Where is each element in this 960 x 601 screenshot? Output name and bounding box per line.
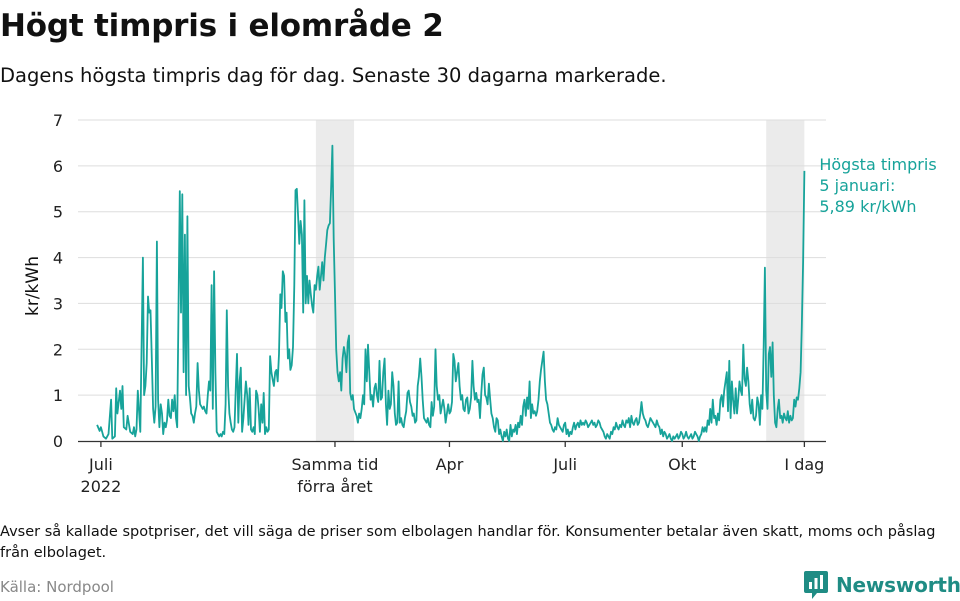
newsworthy-logo-icon (804, 571, 828, 599)
data-series (96, 144, 806, 442)
y-axis-label: kr/kWh (23, 256, 43, 316)
y-tick-5: 5 (53, 203, 63, 222)
x-tick-5: I dag (784, 455, 824, 474)
y-tick-2: 2 (53, 340, 63, 359)
x-tick-0: Juli 2022 (81, 455, 122, 496)
x-tick-4: Okt (668, 455, 696, 474)
x-tick-1: Samma tid förra året (292, 455, 379, 496)
chart-title: Högt timpris i elområde 2 (0, 8, 444, 44)
y-tick-6: 6 (53, 157, 63, 176)
x-tick-2: Apr (436, 455, 464, 474)
x-tick-labels: Juli 2022 Samma tid förra året Apr Juli Okt I d… (81, 455, 825, 496)
y-tick-labels: 0 1 2 3 4 5 6 7 (53, 111, 63, 451)
annotation-text: Högsta timpris 5 januari: 5,89 kr/kWh (819, 155, 936, 216)
footnote: Avser så kallade spotpriser, det vill sä… (0, 524, 936, 561)
brand-name: Newsworthy (836, 573, 960, 597)
y-gridlines (78, 119, 826, 396)
y-tick-1: 1 (53, 386, 63, 405)
y-tick-3: 3 (53, 294, 63, 313)
x-tick-3: Juli (552, 455, 577, 474)
source-label: Källa: Nordpool (0, 578, 114, 596)
max-price-annotation: Högsta timpris 5 januari: 5,89 kr/kWh (819, 155, 936, 216)
x-axis (78, 440, 826, 447)
chart-subtitle: Dagens högsta timpris dag för dag. Senas… (0, 64, 667, 87)
y-tick-4: 4 (53, 249, 63, 268)
series-line-0 (96, 144, 806, 442)
brand-logo: Newsworthy (803, 569, 960, 601)
y-tick-0: 0 (53, 432, 63, 451)
highlight-band-senaste-30-dagarna (766, 120, 805, 441)
y-tick-7: 7 (53, 111, 63, 130)
